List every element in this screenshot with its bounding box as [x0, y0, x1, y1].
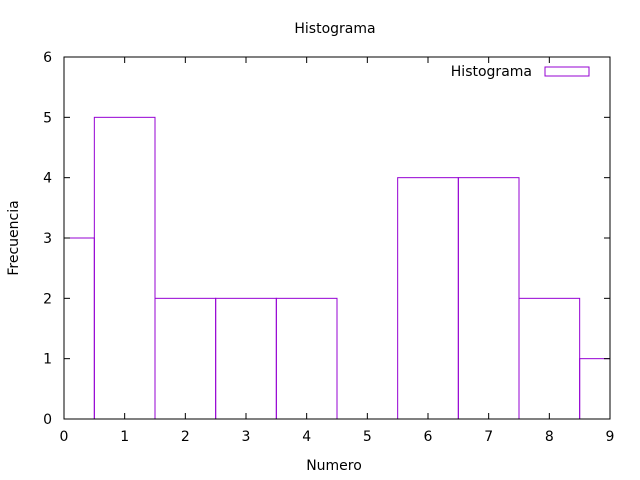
bars-group: [64, 116, 610, 419]
y-tick-label: 6: [43, 50, 52, 66]
x-tick-label: 8: [545, 429, 554, 445]
histogram-bar: [154, 297, 217, 419]
x-tick-label: 6: [424, 429, 433, 445]
x-axis-label: Numero: [306, 458, 362, 474]
legend-label: Histograma: [451, 64, 532, 80]
plot-frame: [63, 56, 611, 420]
x-tick-label: 4: [302, 429, 311, 445]
histogram-bar: [275, 297, 338, 419]
histogram-bar: [215, 297, 277, 419]
x-tick-label: 9: [606, 429, 615, 445]
histogram-bar: [397, 177, 459, 419]
histogram-bar: [579, 358, 610, 419]
x-tick-label: 2: [181, 429, 190, 445]
legend-swatch: [544, 66, 590, 77]
y-tick-label: 5: [43, 110, 52, 126]
chart-title: Histograma: [294, 21, 375, 37]
histogram-bar: [93, 116, 156, 419]
histogram-bar: [457, 177, 520, 419]
x-tick-label: 5: [363, 429, 372, 445]
x-tick-label: 7: [484, 429, 493, 445]
x-tick-label: 3: [242, 429, 251, 445]
legend: Histograma: [451, 64, 590, 80]
histogram-bar: [518, 297, 581, 419]
x-tick-label: 1: [120, 429, 129, 445]
x-tick-label: 0: [60, 429, 69, 445]
y-tick-label: 1: [43, 352, 52, 368]
ticks-group: 0 1 2 3 4 5 6 7 8 9 0 1 2 3 4 5 6: [43, 50, 614, 445]
y-tick-label: 2: [43, 291, 52, 307]
y-axis-label: Frecuencia: [6, 200, 22, 275]
y-tick-label: 0: [43, 412, 52, 428]
y-tick-label: 4: [43, 171, 52, 187]
y-tick-label: 3: [43, 231, 52, 247]
